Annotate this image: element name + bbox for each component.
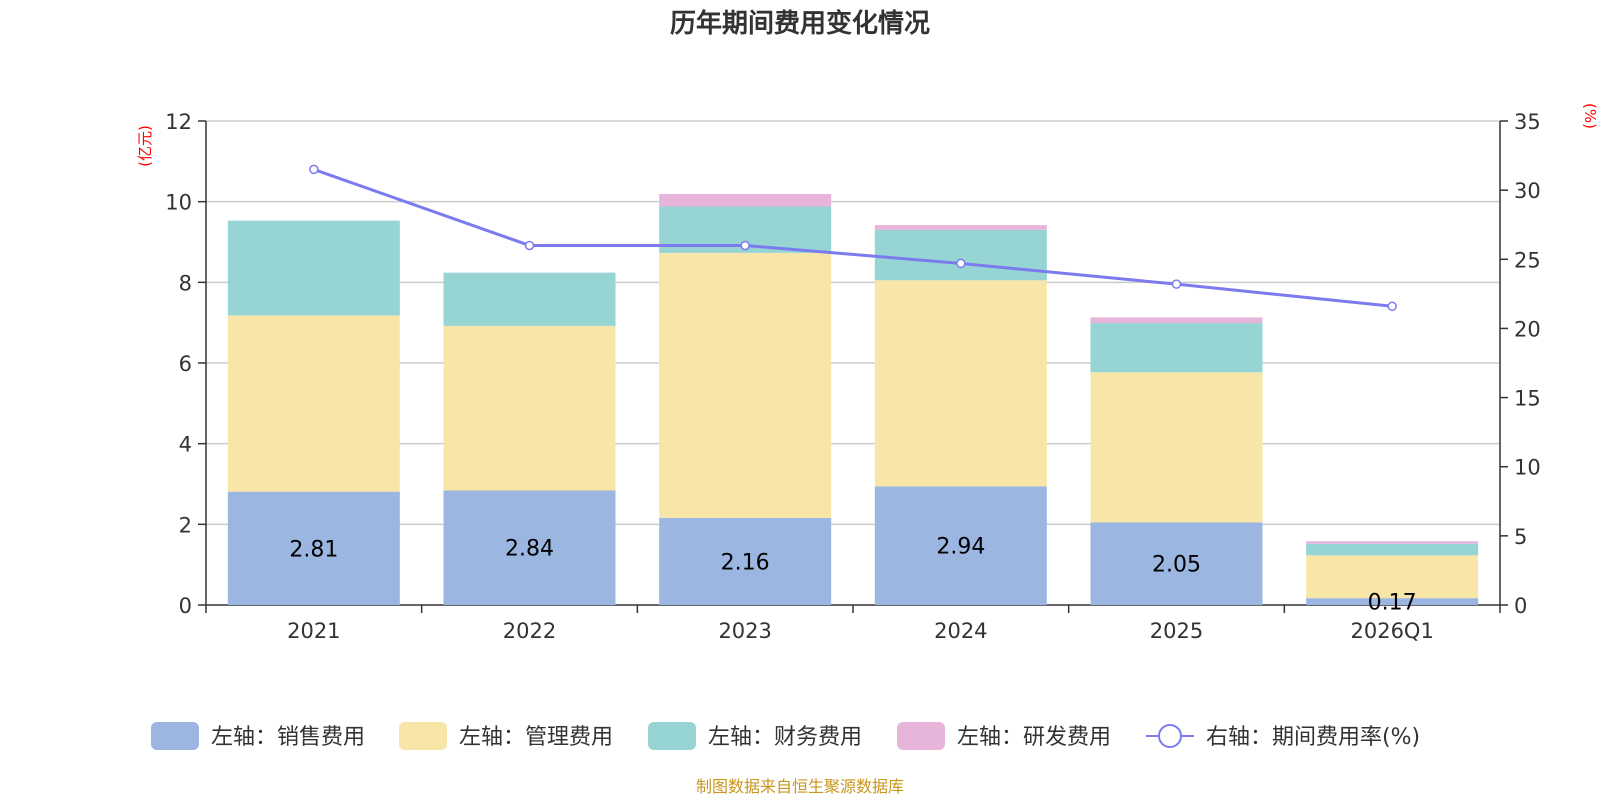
legend-swatch	[151, 722, 199, 750]
right-tick-label: 15	[1514, 387, 1541, 411]
legend: 左轴：销售费用 左轴：管理费用 左轴：财务费用 左轴：研发费用 右轴：期间费用率(%)	[151, 722, 1420, 750]
right-tick-label: 10	[1514, 456, 1541, 480]
bar-segment	[659, 194, 832, 207]
bar-segment	[874, 225, 1047, 230]
bar-segment	[227, 315, 400, 492]
legend-label: 右轴：期间费用率(%)	[1206, 725, 1420, 750]
legend-marker-icon	[1158, 724, 1182, 748]
legend-swatch	[399, 722, 447, 750]
x-tick-label: 2025	[1150, 619, 1203, 643]
left-tick-label: 12	[165, 110, 192, 134]
rate-point	[1387, 301, 1397, 312]
rate-line	[309, 164, 1397, 312]
bar-segment	[227, 491, 400, 605]
bar-data-label: 2.16	[721, 550, 770, 575]
x-tick-label: 2022	[503, 619, 556, 643]
bar-segment	[659, 252, 832, 518]
x-tick-label: 2023	[718, 619, 771, 643]
rate-point	[524, 240, 535, 251]
x-tick-label: 2024	[934, 619, 987, 643]
bar-data-label: 0.17	[1368, 591, 1417, 616]
bar-segment	[1090, 323, 1263, 373]
legend-swatch	[648, 722, 696, 750]
bar-segment	[1090, 317, 1263, 324]
rate-point	[1171, 279, 1182, 289]
bar-segment	[1306, 598, 1479, 605]
bar-segment	[443, 325, 616, 491]
rate-point	[740, 240, 750, 251]
legend-label: 左轴：销售费用	[211, 725, 365, 750]
bar-segment	[227, 220, 400, 316]
bar-data-label: 2.84	[505, 537, 554, 562]
legend-label: 左轴：财务费用	[708, 725, 862, 750]
bar-segment	[874, 229, 1047, 281]
bar-segment	[1090, 522, 1263, 605]
x-tick-label: 2021	[287, 619, 340, 643]
left-tick-label: 6	[179, 352, 192, 376]
left-tick-label: 8	[179, 271, 192, 295]
bar-segment	[874, 280, 1047, 487]
left-tick-label: 2	[179, 513, 192, 537]
right-tick-label: 20	[1514, 317, 1541, 341]
legend-label: 左轴：研发费用	[957, 725, 1111, 750]
bar-segment	[1090, 372, 1263, 523]
bars: 2.81 2.84 2.16 2.94 2.05 0.17	[227, 194, 1479, 616]
bar-segment	[1306, 555, 1479, 599]
bar-data-label: 2.81	[289, 537, 338, 562]
rate-point	[956, 258, 966, 269]
left-tick-label: 10	[165, 191, 192, 215]
right-axis-unit: (%)	[1581, 103, 1599, 129]
x-tick-label: 2026Q1	[1350, 619, 1433, 643]
left-tick-label: 4	[179, 433, 192, 457]
source-note: 制图数据来自恒生聚源数据库	[696, 777, 904, 796]
legend-label: 左轴：管理费用	[459, 725, 613, 750]
bar-segment	[443, 490, 616, 605]
bar-data-label: 2.05	[1152, 553, 1201, 578]
right-tick-label: 30	[1514, 179, 1541, 203]
rate-point	[309, 164, 319, 175]
chart-title: 历年期间费用变化情况	[670, 8, 930, 39]
bar-segment	[1306, 543, 1479, 556]
bar-segment	[1306, 541, 1479, 544]
left-axis-unit: (亿元)	[136, 125, 154, 167]
right-tick-label: 0	[1514, 594, 1527, 618]
left-tick-label: 0	[179, 594, 192, 618]
bar-segment	[443, 272, 616, 326]
right-tick-label: 5	[1514, 525, 1527, 549]
bar-segment	[659, 517, 832, 605]
bar-data-label: 2.94	[936, 535, 985, 560]
right-tick-label: 35	[1514, 110, 1541, 134]
rate-line-path	[313, 167, 1393, 308]
grid-lines	[206, 120, 1500, 526]
right-tick-label: 25	[1514, 248, 1541, 272]
bar-segment	[874, 486, 1047, 605]
legend-swatch	[897, 722, 945, 750]
